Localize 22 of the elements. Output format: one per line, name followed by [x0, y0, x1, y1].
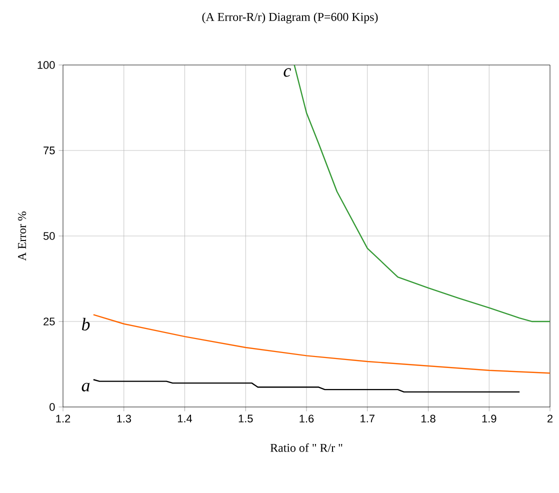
x-tick-label: 1.8 [421, 414, 436, 423]
y-tick-label: 0 [50, 403, 55, 411]
x-tick-label: 1.9 [482, 414, 496, 423]
y-tick-label: 75 [44, 146, 55, 154]
x-tick-label: 1.4 [178, 414, 192, 422]
x-tick-label: 1.2 [56, 414, 70, 422]
series-label: b [82, 318, 90, 330]
x-axis-title: Ratio of " R/r " [270, 443, 342, 452]
x-tick-label: 1.5 [238, 414, 253, 422]
x-tick-label: 2 [548, 414, 552, 422]
line-series [92, 379, 520, 393]
chart-title: (A Error-R/r) Diagram (P=600 Kips) [202, 12, 378, 24]
y-tick-label: 50 [43, 232, 55, 240]
series-label: c [284, 68, 291, 77]
x-tick-label: 1.3 [117, 414, 132, 423]
series-label: a [82, 382, 90, 392]
line-series [294, 64, 551, 322]
x-tick-label: 1.7 [360, 414, 374, 422]
y-tick-label: 25 [44, 318, 55, 326]
y-axis-title: A Error % [18, 212, 26, 261]
y-tick-label: 100 [38, 61, 55, 69]
x-tick-label: 1.6 [300, 414, 314, 423]
